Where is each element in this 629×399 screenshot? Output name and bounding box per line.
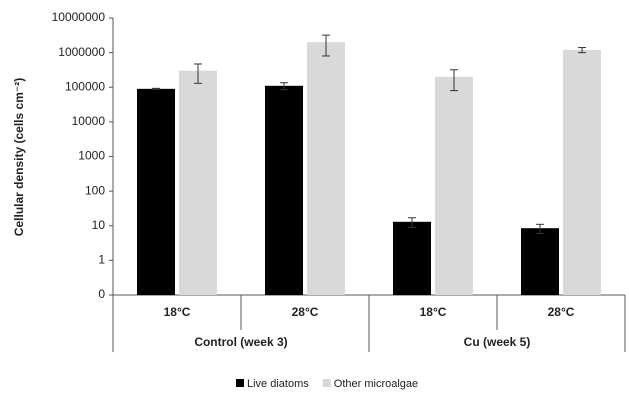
x-tick-label: 28°C	[292, 305, 319, 319]
bar	[563, 49, 601, 296]
error-bar	[536, 223, 544, 234]
y-tick-label: 1000	[78, 149, 105, 163]
y-tick-label: 100	[85, 183, 105, 197]
group-label: Control (week 3)	[194, 335, 287, 349]
y-tick-label: 10000000	[52, 10, 106, 24]
y-axis-label: Cellular density (cells cm⁻²)	[12, 78, 26, 236]
legend-swatch	[322, 379, 331, 387]
legend-label: Other microalgae	[334, 378, 418, 390]
x-tick-label: 18°C	[420, 305, 447, 319]
y-tick-label: 100000	[65, 79, 105, 93]
bar	[265, 85, 303, 296]
bar	[393, 221, 431, 295]
error-bar	[322, 34, 330, 57]
error-bar	[408, 217, 416, 228]
error-bar	[578, 47, 586, 54]
error-bar	[152, 87, 160, 90]
legend-label: Live diatoms	[247, 378, 309, 390]
y-tick-label: 1000000	[58, 45, 105, 59]
bar	[521, 228, 559, 295]
group-label: Cu (week 5)	[464, 335, 531, 349]
y-tick-label: 10	[92, 218, 106, 232]
error-bar	[450, 69, 458, 92]
error-bar	[280, 82, 288, 91]
bar	[435, 76, 473, 295]
bar	[137, 88, 175, 295]
x-tick-label: 18°C	[164, 305, 191, 319]
bar	[307, 42, 345, 295]
y-tick-label: 0	[98, 287, 105, 301]
legend-swatch	[236, 379, 244, 387]
y-tick-label: 1	[98, 253, 105, 267]
x-tick-label: 28°C	[548, 305, 575, 319]
y-tick-label: 10000	[72, 114, 106, 128]
error-bar	[194, 63, 202, 84]
bar	[179, 70, 217, 295]
